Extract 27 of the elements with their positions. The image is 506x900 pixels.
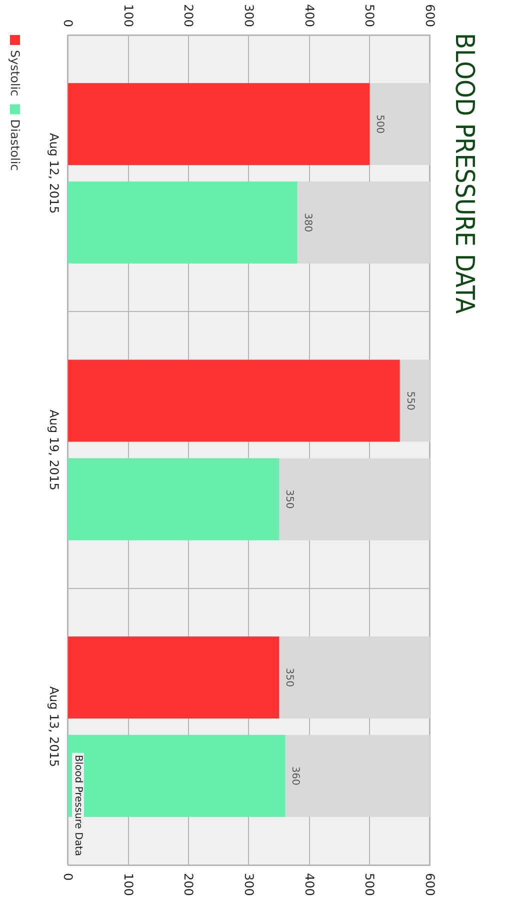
text: BLOOD PRESSURE DATA [449,33,479,314]
x-tick-label: 0 [61,19,75,27]
y-tick-label: Aug 19, 2015 [47,410,61,490]
legend-label: Diastolic [8,119,22,171]
x-tick-label: 500 [362,4,377,27]
x2-tick-label: 0 [61,873,75,881]
x2-tick-label: 500 [362,873,377,896]
data-label: 350 [284,490,295,509]
x-tick-label: 600 [423,4,437,27]
data-label: 350 [284,668,295,688]
data-label: 380 [302,212,313,232]
data-label: 550 [404,391,416,410]
y-tick-label: Aug 13, 2015 [47,686,61,768]
data-label: 360 [290,766,301,786]
data-label: 500 [374,114,386,134]
x2-tick-label: 400 [302,873,316,896]
x-tick-label: 100 [121,4,136,27]
x-tick-label: 300 [242,4,256,27]
x-tick-label: 400 [302,4,316,27]
x2-tick-label: 600 [423,873,437,896]
x2-tick-label: 200 [182,873,196,896]
x2-tick-label: 100 [121,873,136,896]
annotation: Blood Pressure Data [72,754,84,856]
y-tick-label: Aug 12, 2015 [47,132,61,214]
x-tick-label: 200 [182,4,196,27]
x2-tick-label: 300 [242,873,256,896]
legend-label: Systolic [8,50,22,96]
